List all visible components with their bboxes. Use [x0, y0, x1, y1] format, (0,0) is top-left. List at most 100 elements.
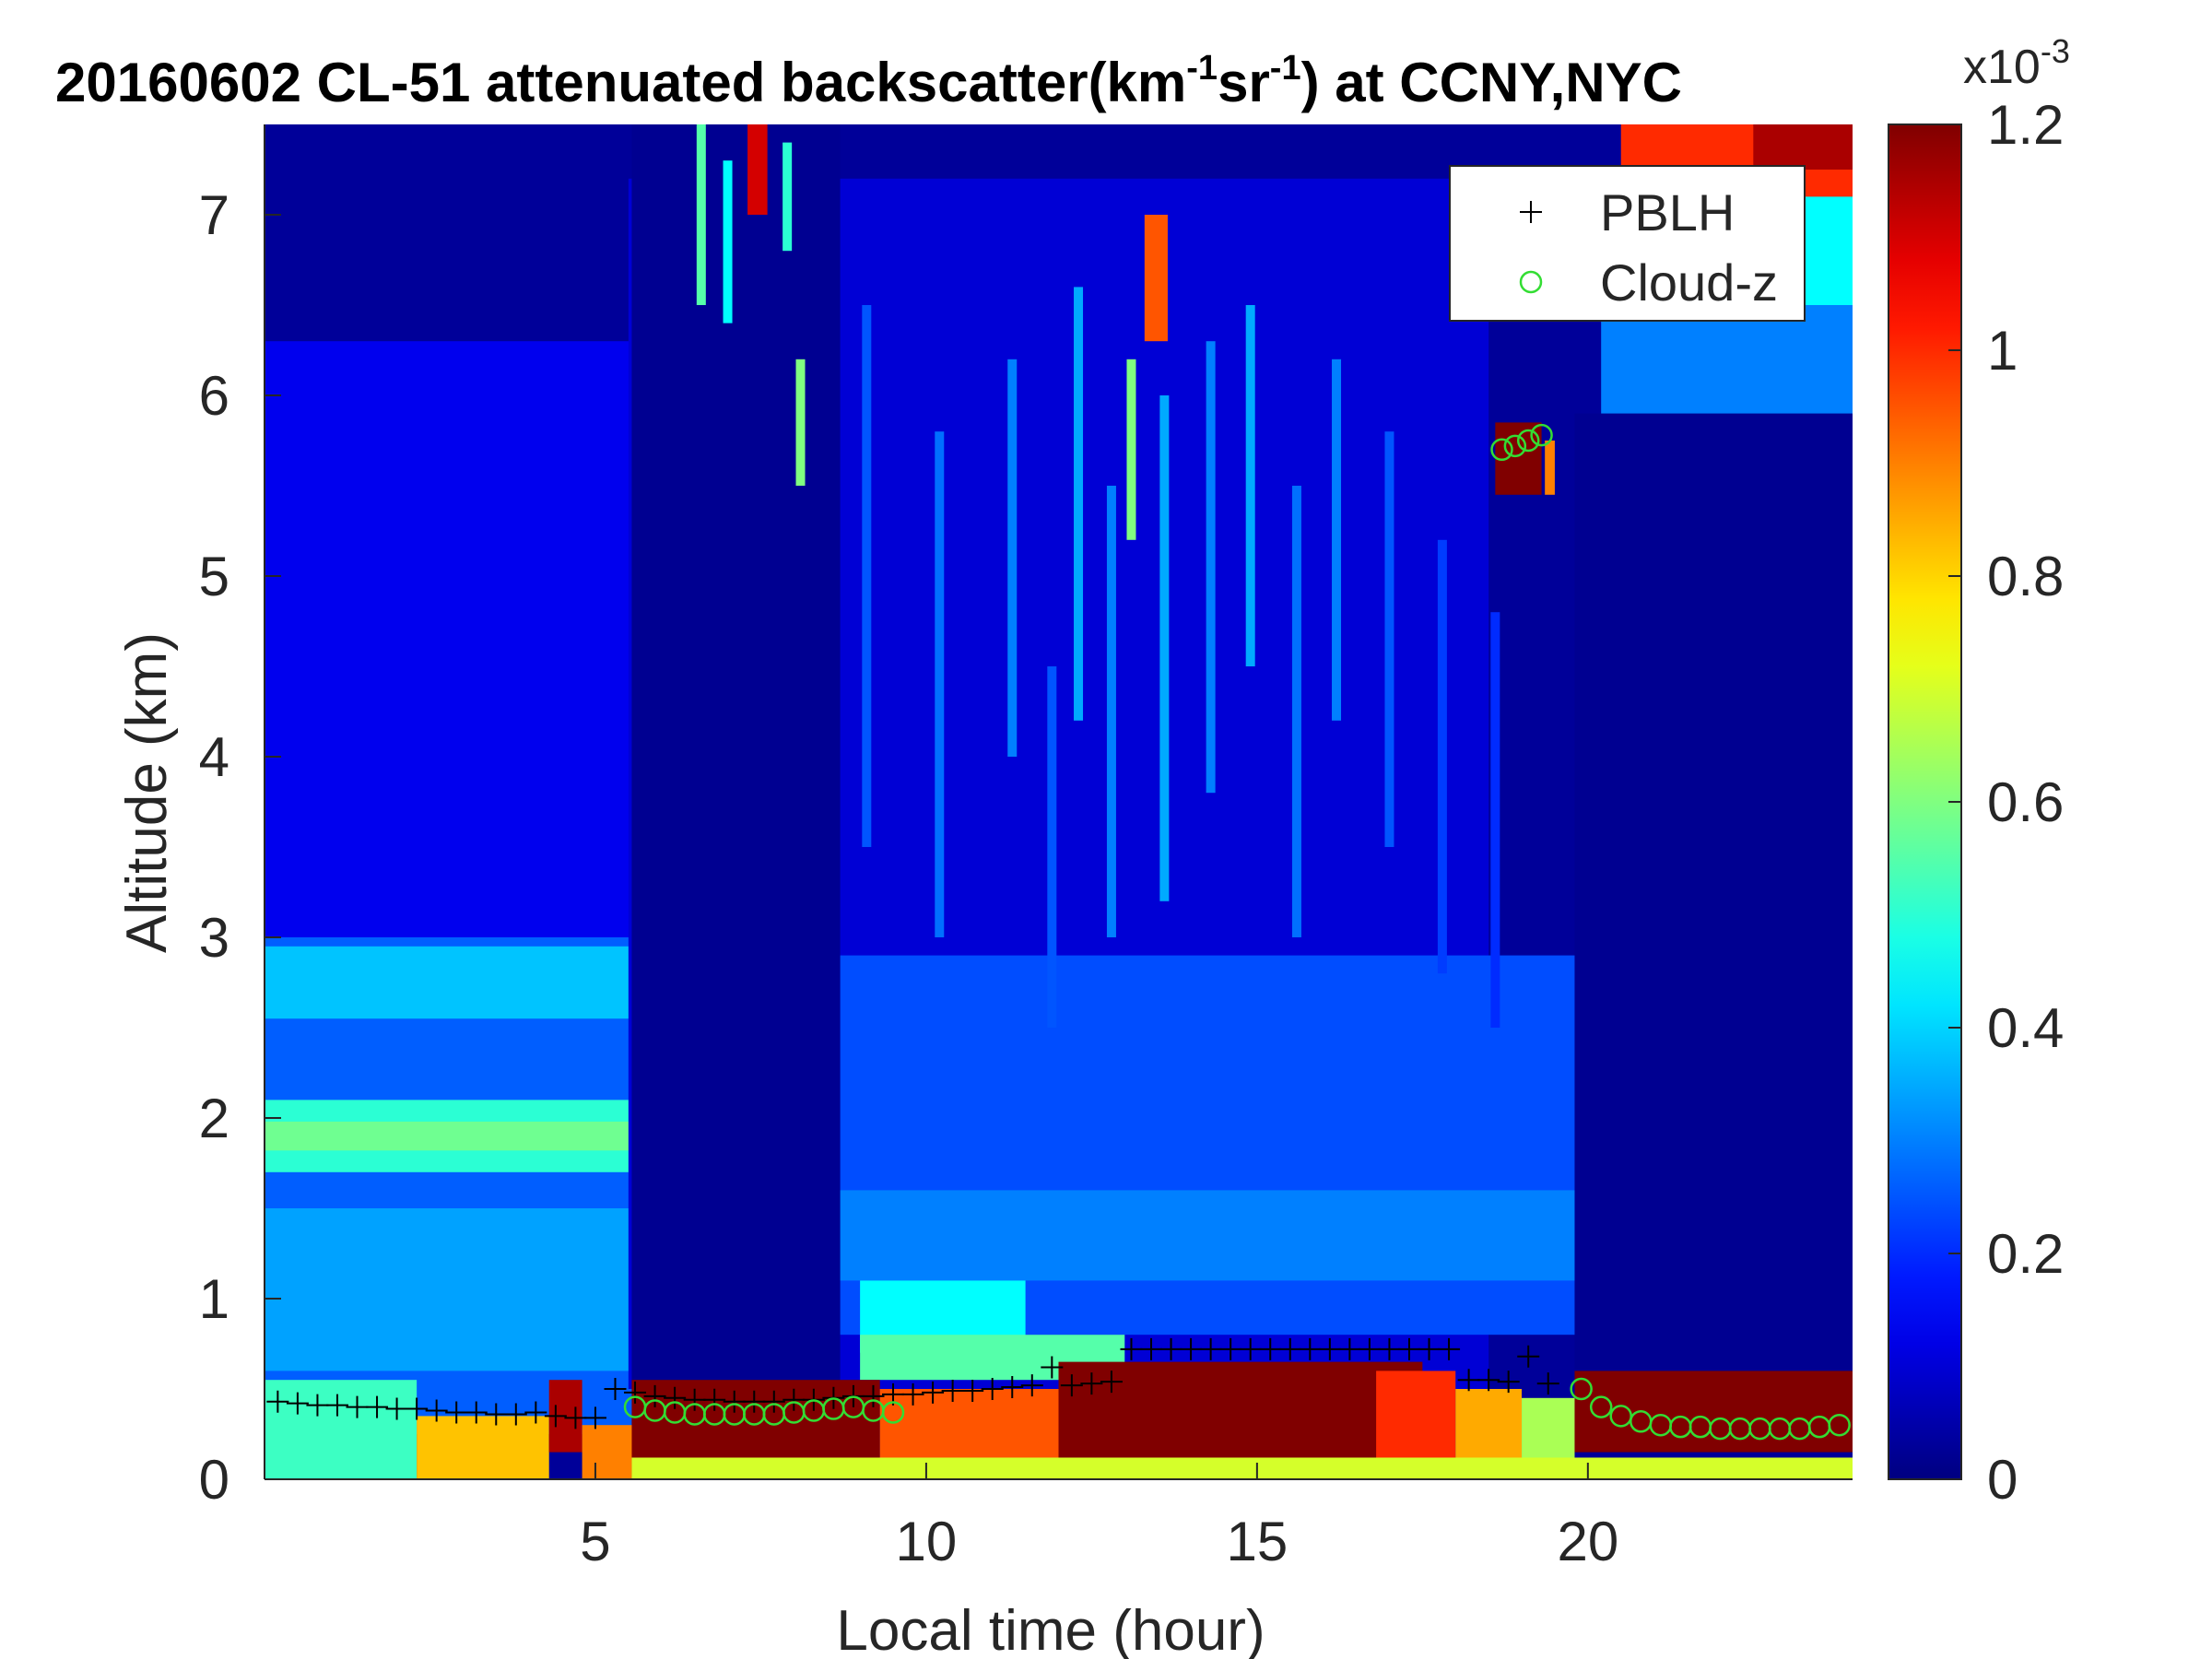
pblh-marker [346, 1395, 369, 1418]
cloud-z-marker [881, 1401, 905, 1424]
backscatter-streak [935, 431, 945, 937]
pblh-marker [1398, 1337, 1420, 1360]
title-segment: ) at CCNY,NYC [1301, 52, 1682, 113]
cloud-z-marker [1530, 423, 1553, 447]
backscatter-cell [1601, 305, 1853, 414]
pblh-marker [544, 1405, 567, 1428]
chart-title: 20160602 CL-51 attenuated backscatter(km… [55, 49, 1682, 113]
x-tick-label: 15 [1227, 1511, 1288, 1572]
backscatter-streak [1490, 612, 1500, 1028]
pblh-marker [1338, 1337, 1361, 1360]
pblh-marker [1457, 1369, 1480, 1392]
colorbar-exponent: x10-3 [1963, 32, 2070, 94]
pblh-marker [1120, 1337, 1143, 1360]
pblh-marker [583, 1406, 606, 1430]
pblh-marker [524, 1401, 547, 1424]
backscatter-cell [631, 1457, 1853, 1479]
cloud-z-marker [1503, 434, 1527, 458]
backscatter-streak [1206, 341, 1216, 794]
backscatter-cell [265, 946, 632, 1019]
pblh-marker [901, 1382, 924, 1406]
backscatter-cell [1545, 441, 1555, 495]
pblh-marker [961, 1379, 984, 1402]
pblh-marker [1100, 1371, 1123, 1394]
pblh-marker [1497, 1371, 1520, 1394]
pblh-marker [1477, 1369, 1500, 1392]
profile-markers [266, 423, 1851, 1441]
colorbar-exponent-base: x10 [1963, 41, 2041, 94]
legend: PBLH Cloud-z [1449, 165, 1806, 322]
cloud-z-marker [1490, 438, 1513, 462]
pblh-marker [286, 1392, 309, 1415]
pblh-marker [1140, 1337, 1163, 1360]
backscatter-cell [1753, 124, 1853, 170]
colorbar-tick-label: 0.2 [1987, 1223, 2064, 1285]
pblh-marker [325, 1394, 348, 1417]
y-tick-label: 5 [199, 546, 229, 607]
y-axis-label: Altitude (km) [115, 632, 179, 953]
backscatter-streak [1106, 486, 1116, 937]
colorbar-tick-label: 1.2 [1987, 94, 2064, 156]
title-segment: 20160602 CL-51 attenuated backscatter(km [55, 52, 1186, 113]
cloud-z-marker [1828, 1413, 1851, 1437]
backscatter-cell [582, 1425, 636, 1479]
pblh-marker [862, 1384, 885, 1407]
y-tick-label: 1 [199, 1268, 229, 1330]
cloud-z-marker [1516, 429, 1540, 453]
backscatter-cell [265, 1380, 418, 1479]
pblh-marker [1259, 1337, 1282, 1360]
y-tick-label: 2 [199, 1088, 229, 1149]
pblh-marker [366, 1395, 389, 1418]
pblh-marker [1060, 1374, 1083, 1397]
cloud-z-marker [1589, 1395, 1613, 1418]
y-tick-label: 7 [199, 184, 229, 246]
pblh-marker [604, 1378, 627, 1400]
pblh-marker [1358, 1337, 1381, 1360]
pblh-marker [981, 1378, 1004, 1400]
legend-marker-cloud-z [1519, 270, 1543, 294]
pblh-marker [703, 1388, 726, 1411]
pblh-marker [664, 1386, 687, 1409]
x-tick-label: 20 [1557, 1511, 1618, 1572]
pblh-marker [445, 1401, 468, 1424]
x-axis-label: Local time (hour) [836, 1599, 1265, 1659]
pblh-marker [782, 1388, 806, 1411]
pblh-marker [643, 1384, 666, 1407]
pblh-marker [465, 1401, 488, 1424]
pblh-marker [683, 1388, 706, 1411]
backscatter-streak [1291, 486, 1301, 937]
pblh-marker [406, 1397, 429, 1420]
pblh-marker [941, 1379, 964, 1402]
heatmap-plot [265, 124, 1853, 1479]
axes: 5 10 15 20 0 1 2 3 4 5 6 7 [199, 124, 1853, 1572]
backscatter-streak [1245, 305, 1255, 666]
pblh-marker [1159, 1337, 1182, 1360]
backscatter-cell [265, 1208, 632, 1371]
backscatter-streak [1074, 287, 1084, 721]
title-superscript: -1 [1270, 49, 1301, 88]
pblh-marker [1239, 1337, 1262, 1360]
backscatter-streak [1159, 395, 1170, 901]
colorbar-tick-label: 0.8 [1987, 546, 2064, 607]
pblh-marker [266, 1390, 289, 1413]
colorbar-exponent-power: -3 [2041, 32, 2070, 70]
y-tick-label: 6 [199, 365, 229, 427]
pblh-marker [723, 1390, 746, 1413]
backscatter-streak [862, 305, 872, 847]
backscatter-streak [1047, 666, 1057, 1028]
y-tick-label: 4 [199, 726, 229, 788]
x-tick-label: 5 [580, 1511, 610, 1572]
pblh-marker [1278, 1337, 1301, 1360]
backscatter-cell [631, 124, 841, 1389]
legend-label: Cloud-z [1600, 253, 1778, 312]
pblh-marker [385, 1397, 408, 1420]
backscatter-cell [417, 1416, 549, 1479]
cloud-z-marker [1570, 1377, 1593, 1401]
legend-label: PBLH [1600, 183, 1735, 241]
backscatter-cell [840, 1190, 1575, 1281]
pblh-marker [1020, 1374, 1043, 1397]
pblh-marker [762, 1390, 785, 1413]
pblh-marker [1219, 1337, 1242, 1360]
backscatter-streak [1437, 539, 1447, 974]
colorbar-tick-label: 0 [1987, 1449, 2018, 1511]
